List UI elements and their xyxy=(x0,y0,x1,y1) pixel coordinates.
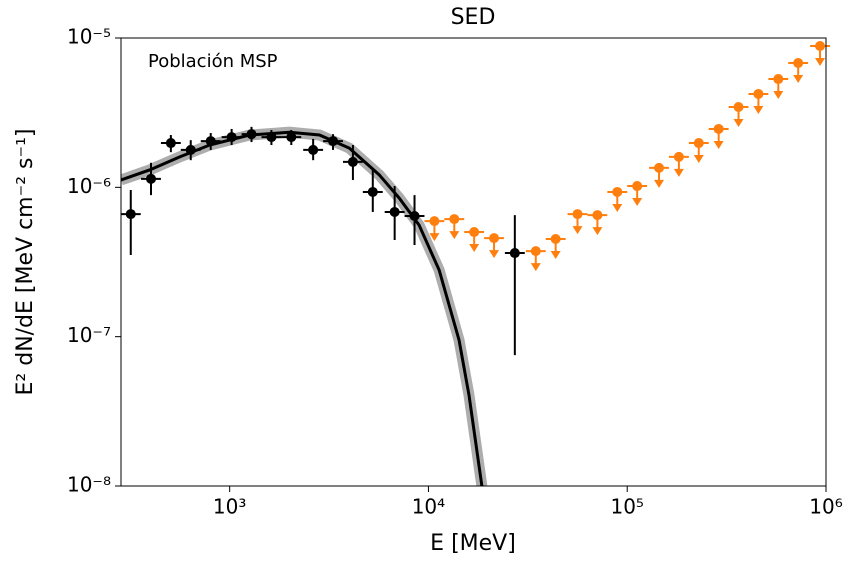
limit-arrow-head xyxy=(592,227,603,236)
model-line xyxy=(121,130,484,486)
x-tick-label: 10⁵ xyxy=(610,495,643,519)
limit-arrow-head xyxy=(550,250,561,259)
data-point xyxy=(347,156,358,167)
data-point xyxy=(308,144,319,155)
x-tick-label: 10³ xyxy=(213,495,246,519)
upper-limit-point xyxy=(654,162,665,173)
upper-limit-point xyxy=(429,216,440,227)
upper-limit-point xyxy=(489,233,500,244)
y-tick-label: 10⁻⁷ xyxy=(67,323,111,347)
data-point xyxy=(165,138,176,149)
limit-arrow-head xyxy=(530,263,541,272)
annotation: Población MSP xyxy=(148,51,278,72)
limit-arrow-head xyxy=(815,57,826,66)
limit-arrow-head xyxy=(612,203,623,212)
upper-limit-point xyxy=(713,123,724,134)
upper-limit-point xyxy=(733,102,744,113)
chart-title: SED xyxy=(451,5,496,30)
y-axis-label: E² dN/dE [MeV cm⁻² s⁻¹] xyxy=(13,129,38,396)
limit-arrow-head xyxy=(449,231,460,240)
limit-arrow-head xyxy=(713,140,724,149)
data-point xyxy=(145,173,156,184)
limit-arrow-head xyxy=(429,233,440,242)
upper-limit-point xyxy=(753,88,764,99)
upper-limit-point xyxy=(693,138,704,149)
data-point xyxy=(286,132,297,143)
x-tick-label: 10⁴ xyxy=(412,495,445,519)
data-point xyxy=(367,186,378,197)
limit-arrow-head xyxy=(469,244,480,253)
upper-limit-point xyxy=(673,151,684,162)
plot-frame xyxy=(120,37,827,487)
model-band xyxy=(121,126,488,486)
upper-limit-point xyxy=(773,74,784,85)
data-point xyxy=(409,210,420,221)
data-point xyxy=(266,132,277,143)
x-tick-label: 10⁶ xyxy=(809,495,842,519)
data-point xyxy=(125,209,136,220)
data-point xyxy=(185,144,196,155)
limit-arrow-head xyxy=(693,155,704,164)
upper-limit-point xyxy=(612,186,623,197)
data-point xyxy=(226,132,237,143)
limit-arrow-head xyxy=(489,250,500,259)
limit-arrow-head xyxy=(753,105,764,114)
upper-limit-point xyxy=(793,58,804,69)
limit-arrow-head xyxy=(793,75,804,84)
x-axis-label: E [MeV] xyxy=(430,531,516,556)
data-point xyxy=(246,129,257,140)
y-tick-label: 10⁻⁶ xyxy=(67,174,111,198)
upper-limit-point xyxy=(632,181,643,192)
upper-limit-point xyxy=(550,233,561,244)
upper-limit-point xyxy=(592,210,603,221)
y-tick-label: 10⁻⁸ xyxy=(67,473,111,497)
limit-arrow-head xyxy=(572,226,583,235)
y-tick-label: 10⁻⁵ xyxy=(67,25,111,49)
limit-arrow-head xyxy=(632,198,643,207)
upper-limit-point xyxy=(469,227,480,238)
limit-arrow-head xyxy=(654,179,665,188)
data-point xyxy=(328,136,339,147)
data-point xyxy=(509,248,520,259)
upper-limit-point xyxy=(530,246,541,257)
upper-limit-point xyxy=(449,214,460,225)
limit-arrow-head xyxy=(773,91,784,100)
limit-arrow-head xyxy=(673,168,684,177)
upper-limit-point xyxy=(815,40,826,51)
limit-arrow-head xyxy=(733,119,744,128)
data-point xyxy=(205,136,216,147)
data-point xyxy=(389,206,400,217)
upper-limit-point xyxy=(572,209,583,220)
